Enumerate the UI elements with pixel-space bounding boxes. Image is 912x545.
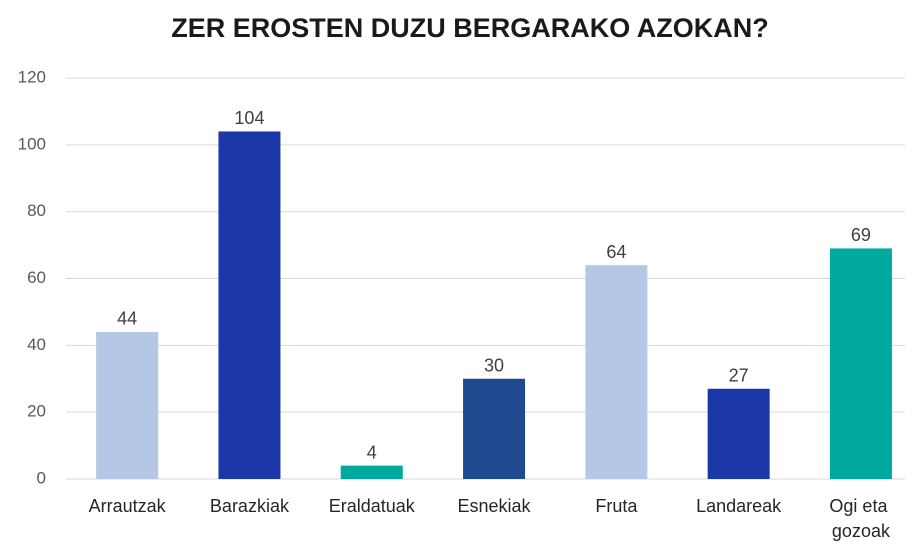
data-label: 27 [729, 366, 749, 386]
bar [829, 248, 892, 479]
data-label: 44 [117, 309, 137, 329]
data-label: 69 [851, 225, 871, 245]
y-tick-label: 60 [27, 268, 46, 287]
data-label: 64 [606, 242, 626, 262]
data-label: 104 [234, 108, 264, 128]
y-tick-label: 20 [27, 402, 46, 421]
x-tick-label: Fruta [595, 496, 638, 516]
y-tick-label: 80 [27, 201, 46, 220]
x-tick-label: Barazkiak [210, 496, 290, 516]
chart-title: ZER EROSTEN DUZU BERGARAKO AZOKAN? [171, 13, 769, 43]
y-tick-label: 100 [18, 134, 46, 153]
x-tick-label: Arrautzak [89, 496, 167, 516]
bar [463, 378, 526, 479]
y-tick-label: 0 [37, 468, 46, 487]
x-tick-label: Landareak [696, 496, 782, 516]
bar [218, 131, 281, 479]
x-tick-label: Eraldatuak [329, 496, 416, 516]
bar [96, 331, 159, 479]
bar [585, 265, 648, 479]
y-tick-label: 120 [18, 67, 46, 86]
y-tick-label: 40 [27, 335, 46, 354]
x-tick-label: Esnekiak [458, 496, 532, 516]
bar [340, 465, 403, 479]
x-tick-label: Ogi eta gozoak [829, 496, 892, 541]
data-label: 4 [367, 442, 377, 462]
data-label: 30 [484, 356, 504, 376]
bar [707, 388, 770, 479]
